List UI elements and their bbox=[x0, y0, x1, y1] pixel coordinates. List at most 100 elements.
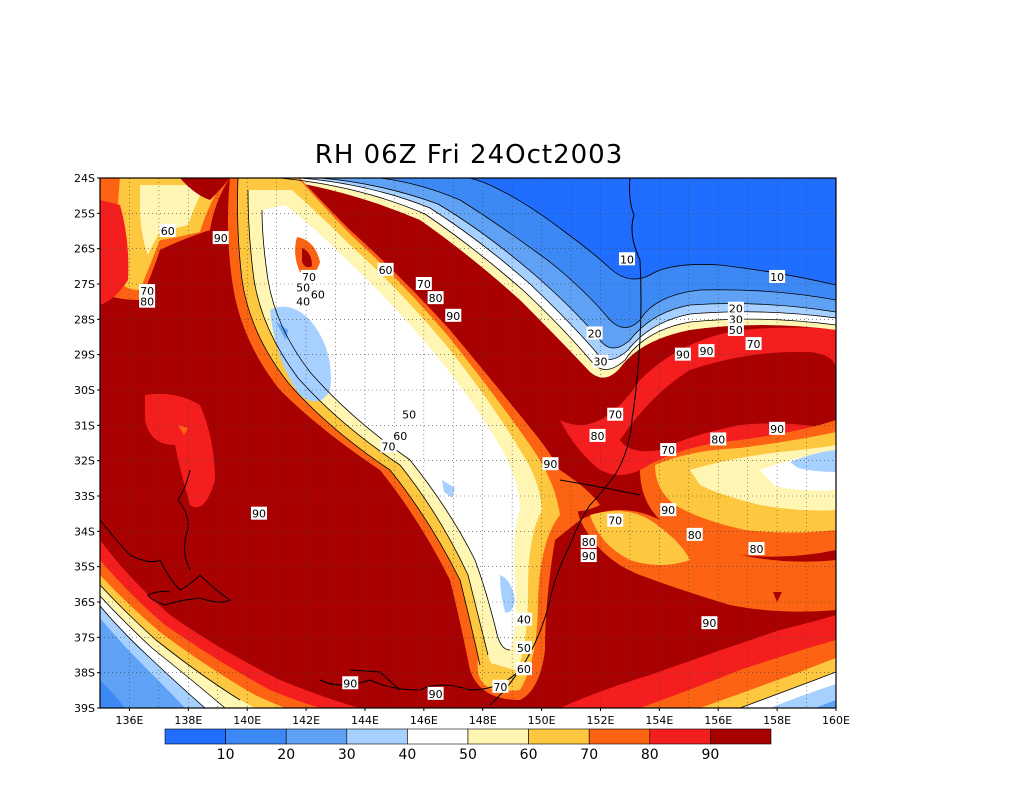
contour-label-text: 30 bbox=[593, 356, 607, 369]
color-bar-swatch bbox=[346, 728, 408, 745]
contour-label-bg bbox=[674, 347, 691, 361]
lon-tick-label: 154E bbox=[645, 714, 673, 727]
lat-tick-label: 25S bbox=[74, 207, 95, 220]
lat-tick-label: 24S bbox=[74, 172, 95, 185]
contour-label: 50 bbox=[727, 322, 744, 337]
chart-title-text: RH 06Z Fri 24Oct2003 bbox=[314, 140, 624, 170]
contour-label-text: 90 bbox=[543, 458, 557, 471]
lat-tick-label: 28S bbox=[74, 313, 95, 326]
color-bar-swatch bbox=[528, 728, 590, 745]
contour-label: 90 bbox=[698, 344, 715, 358]
color-bar-label: 10 bbox=[217, 747, 235, 763]
longitude-axis: 136E 138E 140E 142E 144E 146E 148E 150E 152E 154E… bbox=[115, 708, 850, 727]
contour-label: 90 bbox=[427, 686, 444, 701]
contour-label: 30 bbox=[592, 354, 609, 369]
contour-label-bg bbox=[380, 439, 397, 453]
lat-tick-label: 34S bbox=[74, 525, 95, 538]
color-bar-label: 80 bbox=[641, 747, 659, 763]
contour-label-bg bbox=[295, 294, 312, 308]
color-bar-swatch bbox=[588, 728, 651, 745]
contour-label-bg bbox=[377, 262, 394, 276]
color-bar-label: 50 bbox=[459, 747, 477, 763]
contour-label-bg bbox=[592, 354, 609, 368]
contour-label-bg bbox=[618, 252, 635, 266]
contour-label-text: 80 bbox=[591, 430, 605, 443]
color-bar-label: 20 bbox=[277, 747, 295, 763]
contour-label-bg bbox=[515, 612, 532, 626]
contour-label-text: 40 bbox=[296, 296, 310, 309]
contour-label: 80 bbox=[427, 291, 444, 305]
contour-label-text: 70 bbox=[417, 278, 431, 291]
contour-label: 60 bbox=[159, 224, 176, 238]
contour-label-bg bbox=[769, 421, 786, 435]
contour-label-text: 80 bbox=[711, 433, 725, 446]
contour-label-text: 10 bbox=[620, 253, 634, 266]
contour-label-text: 80 bbox=[688, 529, 702, 542]
lat-tick-label: 27S bbox=[74, 278, 95, 291]
contour-label-text: 20 bbox=[588, 327, 602, 340]
contour-label-text: 80 bbox=[140, 296, 154, 309]
contour-label-bg bbox=[580, 549, 597, 563]
contour-label: 10 bbox=[769, 269, 786, 284]
contour-label-text: 90 bbox=[252, 508, 266, 521]
lat-tick-label: 35S bbox=[74, 561, 95, 574]
lon-tick-label: 136E bbox=[115, 714, 143, 727]
contour-label: 90 bbox=[660, 503, 677, 517]
contour-label-text: 60 bbox=[161, 225, 175, 238]
grid bbox=[100, 178, 836, 708]
lon-tick-label: 160E bbox=[822, 714, 850, 727]
color-bar-swatch bbox=[407, 728, 469, 745]
contour-label-bg bbox=[589, 428, 606, 442]
contour-label-bg bbox=[250, 506, 267, 520]
contour-label: 50 bbox=[515, 640, 532, 655]
color-bar-swatch bbox=[649, 728, 711, 745]
contour-label-bg bbox=[212, 231, 229, 245]
contour-label-bg bbox=[542, 457, 559, 471]
contour-label: 90 bbox=[445, 308, 462, 323]
contour-label: 70 bbox=[745, 337, 762, 351]
contour-label: 80 bbox=[748, 542, 765, 556]
contour-label-text: 50 bbox=[296, 282, 310, 295]
contour-label: 90 bbox=[542, 457, 559, 471]
contour-label-bg bbox=[710, 432, 727, 446]
contour-label-text: 90 bbox=[446, 310, 460, 323]
contour-label-bg bbox=[342, 676, 359, 690]
color-bar-swatch bbox=[285, 728, 348, 745]
lat-tick-label: 31S bbox=[74, 419, 95, 432]
lon-tick-label: 152E bbox=[587, 714, 615, 727]
contour-label-bg bbox=[427, 291, 444, 305]
contour-labels: 9060708070605040607080901010203020305070… bbox=[139, 224, 786, 701]
lat-tick-label: 32S bbox=[74, 455, 95, 468]
contour-label: 70 bbox=[607, 407, 624, 422]
contour-label-text: 60 bbox=[379, 264, 393, 277]
lon-tick-label: 140E bbox=[233, 714, 261, 727]
color-bar-label: 60 bbox=[520, 747, 538, 763]
contour-label-bg bbox=[586, 326, 603, 340]
contour-label-text: 90 bbox=[214, 232, 228, 245]
color-bar-swatch bbox=[467, 728, 529, 745]
contour-label-text: 90 bbox=[429, 688, 443, 701]
contour-label: 90 bbox=[580, 549, 597, 563]
contour-label-text: 90 bbox=[699, 345, 713, 358]
contour-label-text: 80 bbox=[582, 536, 596, 549]
contour-label-bg bbox=[139, 284, 156, 298]
contour-label: 70 bbox=[492, 679, 509, 694]
contour-label-text: 50 bbox=[517, 642, 531, 655]
contour-label-bg bbox=[701, 616, 718, 630]
contour-label-bg bbox=[159, 224, 176, 237]
contour-label-bg bbox=[445, 308, 462, 322]
contour-label-bg bbox=[309, 287, 326, 301]
contour-label-text: 60 bbox=[393, 430, 407, 443]
contour-label-bg bbox=[301, 269, 318, 283]
contour-label-text: 50 bbox=[402, 409, 416, 422]
coastline bbox=[100, 178, 642, 706]
contour-label: 80 bbox=[686, 527, 703, 542]
color-bar-swatch bbox=[225, 728, 287, 745]
contour-label-bg bbox=[139, 294, 156, 308]
lon-tick-label: 144E bbox=[351, 714, 379, 727]
contour-label: 60 bbox=[515, 662, 532, 676]
contour-label-text: 90 bbox=[343, 677, 357, 690]
contour-label: 10 bbox=[618, 252, 635, 266]
contour-label-bg bbox=[515, 662, 532, 676]
